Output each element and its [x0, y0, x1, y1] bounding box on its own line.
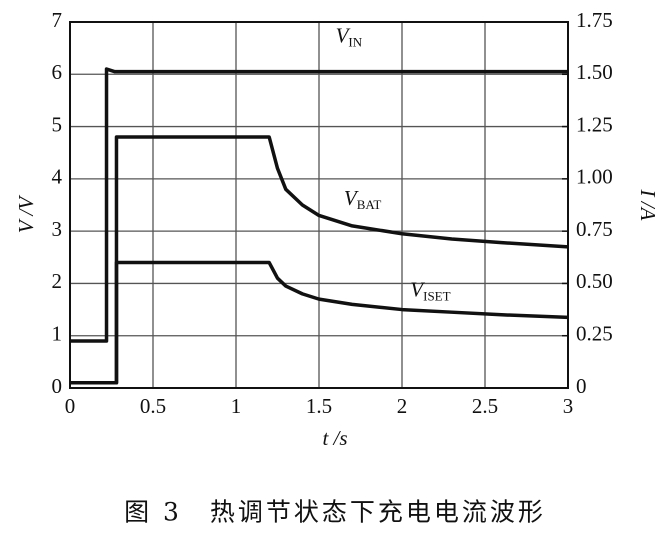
x-tick-label: 2.5	[472, 394, 498, 418]
y-axis-title: V /V	[14, 195, 38, 234]
y-tick-label: 1	[52, 322, 63, 346]
series-label-subscript: BAT	[357, 197, 382, 212]
series-label-symbol: V	[336, 23, 351, 47]
x-tick-label: 0	[65, 394, 76, 418]
y2-tick-label: 1.25	[576, 112, 613, 136]
series-label-symbol: V	[410, 277, 425, 301]
x-tick-label: 3	[563, 394, 574, 418]
x-tick-label: 1.5	[306, 394, 332, 418]
y-tick-label: 6	[52, 60, 63, 84]
x-tick-label: 1	[231, 394, 242, 418]
y-tick-label: 2	[52, 269, 63, 293]
caption: 图 3 热调节状态下充电电流波形	[124, 498, 546, 527]
y-tick-label: 7	[52, 8, 63, 32]
series-line	[70, 67, 568, 343]
series-label: VIN	[336, 23, 363, 49]
y2-tick-label: 1.75	[576, 8, 613, 32]
x-axis-title: t /s	[322, 426, 347, 450]
y2-axis-title: I /A	[636, 189, 660, 221]
series-label: VBAT	[344, 186, 381, 212]
series-label-subscript: IN	[348, 35, 362, 50]
series-label-symbol: V	[344, 186, 359, 210]
y-tick-label: 4	[52, 165, 63, 189]
y-tick-label: 3	[52, 217, 63, 241]
plot-frame	[69, 21, 569, 389]
y-tick-label: 0	[52, 374, 63, 398]
series-line	[70, 260, 569, 385]
y2-tick-label: 1.50	[576, 60, 613, 84]
y-tick-label: 5	[52, 112, 63, 136]
y2-tick-label: 0	[576, 374, 587, 398]
series-label: VISET	[410, 277, 450, 303]
x-tick-label: 2	[397, 394, 408, 418]
y2-tick-label: 1.00	[576, 165, 613, 189]
y2-tick-label: 0.50	[576, 269, 613, 293]
y2-tick-label: 0.75	[576, 217, 613, 241]
x-tick-label: 0.5	[140, 394, 166, 418]
y2-tick-label: 0.25	[576, 322, 613, 346]
series-label-subscript: ISET	[423, 288, 451, 303]
